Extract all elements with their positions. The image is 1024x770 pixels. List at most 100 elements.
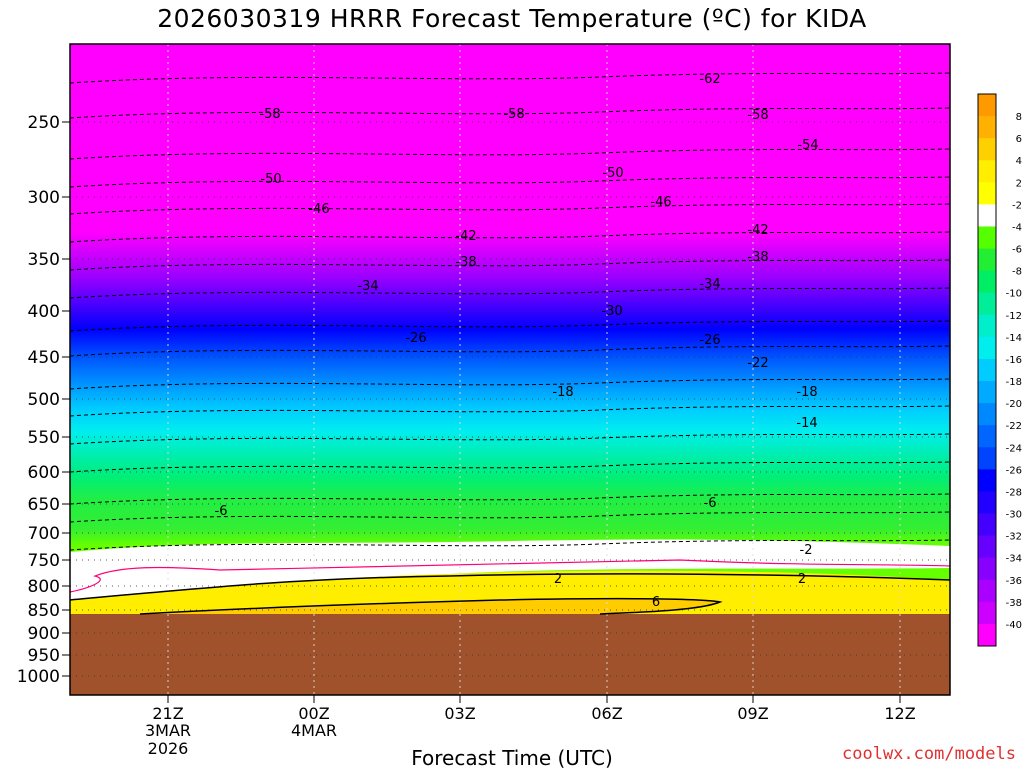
freezing-line [69,559,951,593]
isotherm-dashed [69,345,951,357]
isotherm-dashed [69,461,951,473]
colorbar-label: -12 [1006,311,1022,322]
colorbar-label: -18 [1006,377,1022,388]
colorbar-label: -34 [1006,554,1022,565]
y-tick-label: 350 [28,250,60,270]
y-tick-label: 650 [28,495,60,515]
colorbar-label: -6 [1012,245,1022,256]
chart-title: 2026030319 HRRR Forecast Temperature (ºC… [157,4,867,33]
isotherm-dashed [69,231,951,243]
colorbar-swatch [978,292,996,316]
colorbar-swatch [978,447,996,470]
y-tick-label: 600 [28,463,60,483]
contour-label: -54 [797,138,818,153]
isotherm-dashed [69,320,951,332]
contour-label: -42 [455,229,476,244]
y-tick-label: 1000 [17,667,60,687]
isotherm-2 [69,573,951,601]
colorbar-swatch [978,491,996,515]
isotherm-dashed [69,72,951,84]
colorbar-frame [977,93,997,647]
temperature-field [70,44,950,614]
contour-label: -14 [796,416,817,431]
plot-frame [69,43,951,696]
y-tick-label: 900 [28,624,60,644]
credit-text: coolwx.com/models [842,744,1016,764]
colorbar-swatch [978,270,996,294]
y-tick-label: 550 [28,428,60,448]
colorbar-swatch [978,138,996,161]
contour-label-group: -62-58 -58 -58-54-50 -50-46 -46-42 -42-38 -38-… [215,72,819,610]
colorbar-label: -30 [1006,510,1022,521]
colorbar-swatch [978,226,996,250]
contour-label: 2 [798,572,806,587]
contour-label: -2 [800,543,813,558]
colorbar-swatch [978,513,996,537]
contour-label: -38 [455,255,476,270]
colorbar: 8 6 4 2 -2 -4 -6 -8 -10 -12 -14 -16 -18 -20 -22 -24 -26 -… [977,93,1022,647]
contour-label: -58 [503,107,524,122]
contour-label: -42 [747,223,768,238]
colorbar-label: -24 [1006,443,1022,454]
colorbar-label: -20 [1006,399,1022,410]
warm-band-2 [70,570,950,614]
colorbar-label: -28 [1006,487,1022,498]
contour-lines [69,72,951,615]
colorbar-label: -36 [1006,576,1022,587]
contour-label: -46 [308,202,329,217]
colorbar-label: 8 [1016,112,1022,123]
colorbar-label: -38 [1006,598,1022,609]
colorbar-swatch [978,601,996,625]
isotherm-dashed [69,378,951,390]
x-tick-label: 12Z [884,704,915,723]
contour-label: -50 [260,172,281,187]
contour-label: -18 [552,385,573,400]
y-tick-label: 250 [28,113,60,133]
isotherm-dashed [69,107,951,119]
colorbar-label: -2 [1012,200,1022,211]
x-tick-sublabel: 2026 [148,739,189,758]
isotherm-dashed [69,511,951,523]
colorbar-swatch [978,469,996,492]
colorbar-label: 6 [1016,134,1022,145]
contour-label: -26 [699,333,720,348]
colorbar-label: -22 [1006,421,1022,432]
contour-label: -34 [699,277,720,292]
isotherm-dashed [69,287,951,299]
colorbar-swatch [978,623,996,647]
isotherm-dashed [69,539,951,551]
colorbar-swatch [978,94,996,117]
grid [70,44,950,695]
colorbar-label: -32 [1006,532,1022,543]
colorbar-label: 4 [1016,156,1022,167]
isotherm-dashed [69,203,951,215]
contour-label: -58 [259,107,280,122]
y-tick-label: 450 [28,348,60,368]
terrain-below-ground [70,614,950,695]
colorbar-label: -16 [1006,355,1022,366]
contour-label: -18 [796,385,817,400]
x-tick-label: 03Z [444,704,475,723]
contour-label: -6 [215,504,228,519]
contour-label: -30 [601,304,622,319]
contour-label: -58 [747,108,768,123]
contour-label: 2 [554,572,562,587]
isotherm-dashed [69,148,951,160]
colorbar-swatch [978,535,996,559]
isotherm-dashed [69,493,951,505]
colorbar-swatch [978,381,996,404]
contour-label: -26 [405,331,426,346]
contour-label: -22 [747,356,768,371]
x-axis-title: Forecast Time (UTC) [411,746,613,770]
x-tick-label: 09Z [737,704,768,723]
y-axis: 250 300 350 400 450 500 550 600 650 700 750 800 850 9… [17,113,70,687]
colorbar-swatch [978,160,996,183]
colorbar-swatch [978,557,996,581]
near-zero-band [70,539,950,600]
colorbar-label: 2 [1016,178,1022,189]
isotherm-dashed [69,433,951,445]
x-tick-label: 06Z [591,704,622,723]
isotherm-dashed [69,259,951,271]
y-tick-label: 300 [28,188,60,208]
